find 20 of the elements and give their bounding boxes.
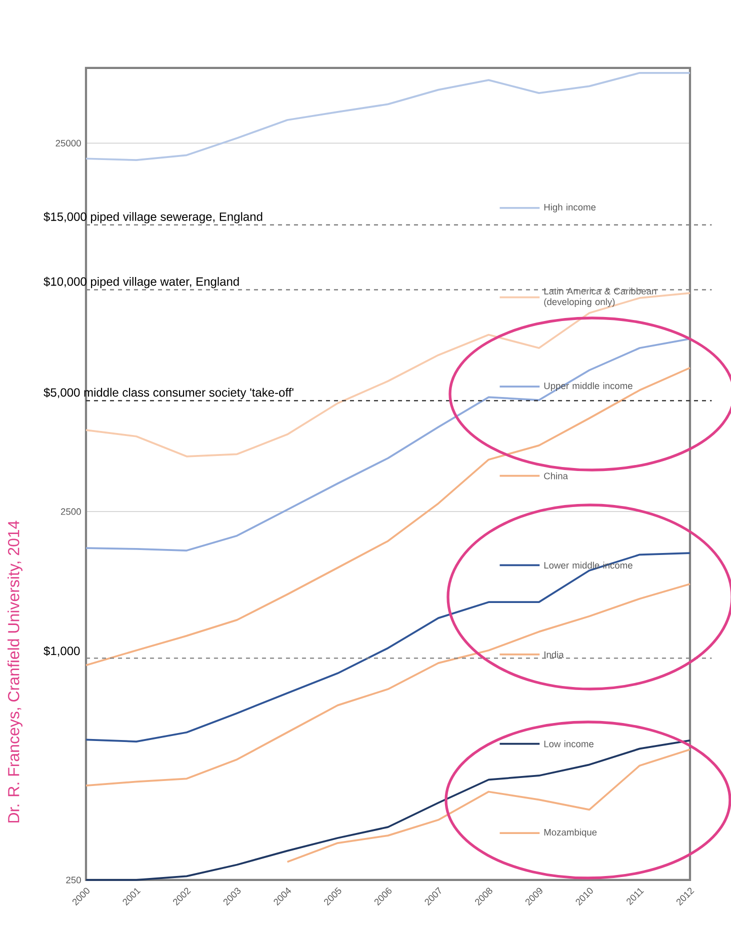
ref-line-label: $5,000 middle class consumer society 'take-off': [44, 388, 294, 400]
text: Dr. R. Franceys, Cranfield University, 2014: [8, 520, 22, 822]
y-tick-label: 25000: [56, 140, 81, 146]
line-series: [85, 338, 691, 552]
line-series: [85, 740, 691, 881]
legend-label: Mozambique: [544, 828, 597, 838]
ref-line-label: $10,000 piped village water, England: [44, 276, 239, 288]
line-series: [85, 366, 691, 666]
ref-line-label: $15,000 piped village sewerage, England: [44, 212, 262, 224]
line-series: [85, 72, 691, 161]
line-series: [85, 583, 691, 787]
ref-line-label: $1,000: [44, 646, 80, 657]
legend-label: High income: [544, 204, 596, 212]
legend-label: India: [544, 651, 564, 658]
legend-label: Lower middle income: [544, 562, 632, 569]
legend-label: Low income: [544, 740, 594, 748]
y-tick-label: 250: [66, 876, 81, 884]
line-series: [286, 748, 691, 863]
y-tick-label: 2500: [60, 508, 81, 515]
legend-label: China: [544, 472, 568, 480]
